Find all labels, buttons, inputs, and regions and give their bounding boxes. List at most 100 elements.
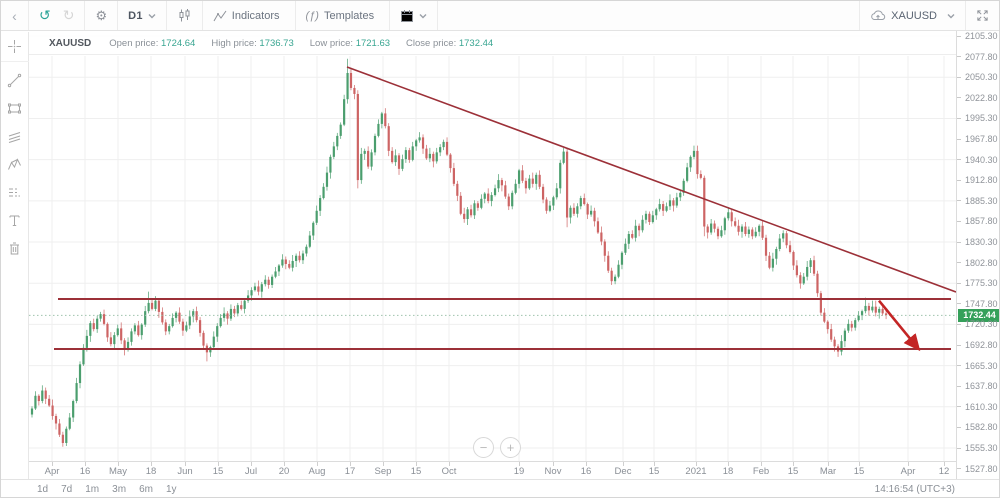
settings-button[interactable]: ⚙ bbox=[85, 1, 119, 30]
indicators-button[interactable]: Indicators bbox=[203, 1, 296, 30]
price-tick bbox=[957, 262, 961, 264]
x-axis-label: Oct bbox=[441, 466, 457, 477]
x-axis-label: Nov bbox=[544, 466, 562, 477]
rectangle-tool-button[interactable] bbox=[1, 94, 29, 122]
price-tick bbox=[957, 159, 961, 161]
crosshair-tool-button[interactable] bbox=[1, 32, 29, 62]
date-tick bbox=[761, 462, 762, 466]
text-icon bbox=[9, 215, 20, 226]
price-tick bbox=[957, 56, 961, 58]
period-button-1d[interactable]: 1d bbox=[37, 484, 49, 495]
low-price-field: Low price: 1721.63 bbox=[309, 37, 391, 49]
history-group: ↺ ↻ bbox=[29, 1, 86, 30]
price-axis-label: 1857.80 bbox=[965, 216, 998, 227]
templates-label: Templates bbox=[323, 9, 375, 22]
date-tick bbox=[185, 462, 186, 466]
candlestick-chart-canvas[interactable] bbox=[29, 32, 956, 461]
drawing-tools-sidebar bbox=[1, 32, 29, 479]
date-tick bbox=[944, 462, 945, 466]
price-tick bbox=[957, 447, 961, 449]
x-axis-label: 18 bbox=[722, 466, 734, 477]
period-button-7d[interactable]: 7d bbox=[61, 484, 73, 495]
fib-pattern-tool-button[interactable] bbox=[1, 178, 29, 206]
price-tick bbox=[957, 138, 961, 140]
price-axis-label: 1802.80 bbox=[965, 257, 998, 268]
x-axis-label: Dec bbox=[614, 466, 632, 477]
price-axis-label: 1995.30 bbox=[965, 113, 998, 124]
back-button[interactable]: ‹ bbox=[1, 1, 29, 30]
date-tick bbox=[828, 462, 829, 466]
period-button-3m[interactable]: 3m bbox=[112, 484, 127, 495]
price-tick bbox=[957, 282, 961, 284]
period-button-1y[interactable]: 1y bbox=[165, 484, 177, 495]
chevron-down-icon bbox=[419, 13, 427, 18]
price-axis[interactable]: 1732.44 2105.30 2077.80 2050.30 2022.80 1995… bbox=[956, 31, 999, 479]
date-tick bbox=[251, 462, 252, 466]
minus-icon: − bbox=[479, 440, 488, 455]
price-tick bbox=[957, 241, 961, 243]
price-axis-label: 1885.30 bbox=[965, 195, 998, 206]
price-tick bbox=[957, 76, 961, 78]
calendar-dropdown[interactable] bbox=[390, 1, 439, 30]
price-axis-label: 1527.80 bbox=[965, 463, 998, 474]
analysis-drawings[interactable] bbox=[54, 66, 956, 352]
date-tick bbox=[52, 462, 53, 466]
price-axis-label: 2022.80 bbox=[965, 92, 998, 103]
zoom-in-button[interactable]: + bbox=[500, 437, 521, 458]
fib-pattern-icon bbox=[9, 188, 20, 196]
price-axis-label: 1720.30 bbox=[965, 319, 998, 330]
price-tick bbox=[957, 179, 961, 181]
date-tick bbox=[350, 462, 351, 466]
price-axis-label: 1830.30 bbox=[965, 237, 998, 248]
price-axis-label: 2105.30 bbox=[965, 31, 998, 42]
trend-line-icon bbox=[7, 73, 22, 87]
price-tick bbox=[957, 323, 961, 325]
redo-icon[interactable]: ↻ bbox=[62, 7, 75, 23]
info-symbol: XAUUSD bbox=[49, 37, 92, 49]
templates-button[interactable]: (ƒ) Templates bbox=[296, 1, 391, 30]
server-clock: 14:16:54 (UTC+3) bbox=[874, 484, 955, 495]
trend-line-tool-button[interactable] bbox=[1, 66, 29, 94]
x-axis-label: Apr bbox=[900, 466, 916, 477]
period-button-6m[interactable]: 6m bbox=[139, 484, 153, 495]
x-axis-label: Feb bbox=[752, 466, 770, 477]
undo-icon[interactable]: ↺ bbox=[39, 7, 51, 23]
price-axis-label: 1610.30 bbox=[965, 401, 998, 412]
period-button-1m[interactable]: 1m bbox=[85, 484, 100, 495]
x-axis-label: 19 bbox=[513, 466, 525, 477]
footer-bar: 1d 7d 1m 3m 6m 1y 14:16:54 (UTC+3) bbox=[1, 479, 999, 497]
price-axis-label: 1555.30 bbox=[965, 443, 998, 453]
zoom-out-button[interactable]: − bbox=[473, 437, 494, 458]
pitchfork-pattern-tool-button[interactable] bbox=[1, 150, 29, 178]
x-axis-label: Jun bbox=[177, 466, 193, 477]
x-axis-label: 15 bbox=[787, 466, 799, 477]
symbol-label: XAUUSD bbox=[891, 9, 937, 22]
x-axis-label: 15 bbox=[212, 466, 224, 477]
indicators-icon bbox=[213, 9, 227, 23]
parallel-channel-tool-button[interactable] bbox=[1, 122, 29, 150]
chart-type-button[interactable] bbox=[167, 1, 203, 30]
price-axis-label: 1940.30 bbox=[965, 154, 998, 165]
date-axis[interactable]: Apr 16 May 18 Jun 15 Jul 20 Aug 17 Sep 15 Oct 19 Nov 16… bbox=[29, 461, 956, 479]
date-tick bbox=[218, 462, 219, 466]
price-axis-label: 1637.80 bbox=[965, 381, 998, 392]
timeframe-dropdown[interactable]: D1 bbox=[118, 1, 167, 30]
delete-tool-button[interactable] bbox=[1, 234, 29, 262]
price-axis-label: 1665.30 bbox=[965, 360, 998, 371]
fullscreen-button[interactable] bbox=[965, 1, 999, 30]
x-axis-label: 15 bbox=[648, 466, 660, 477]
gear-icon: ⚙ bbox=[95, 7, 108, 23]
price-tick bbox=[957, 117, 961, 119]
price-tick bbox=[957, 426, 961, 428]
symbol-selector[interactable]: XAUUSD bbox=[859, 1, 965, 30]
x-axis-label: Sep bbox=[374, 466, 392, 477]
price-axis-label: 1967.80 bbox=[965, 134, 998, 145]
date-tick bbox=[416, 462, 417, 466]
x-axis-label: 17 bbox=[344, 466, 356, 477]
timeframe-label: D1 bbox=[128, 9, 143, 22]
indicators-label: Indicators bbox=[231, 9, 280, 22]
chevron-down-icon bbox=[947, 13, 955, 18]
price-axis-label: 1747.80 bbox=[965, 298, 998, 309]
date-tick bbox=[317, 462, 318, 466]
text-tool-button[interactable] bbox=[1, 206, 29, 234]
